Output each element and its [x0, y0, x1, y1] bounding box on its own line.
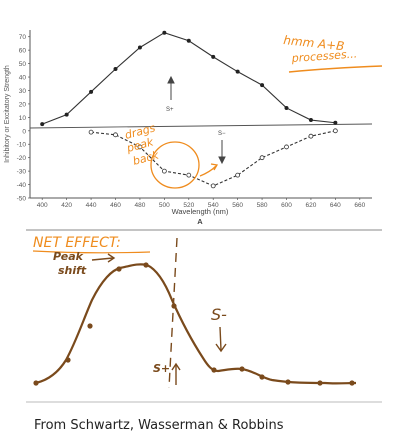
svg-text:processes...: processes... [290, 47, 357, 65]
x-tick-label: 600 [281, 202, 292, 209]
y-tick-label: -20 [17, 155, 27, 162]
s-minus-point [161, 168, 167, 174]
s-minus-point [137, 144, 143, 150]
x-tick-label: 400 [37, 202, 48, 209]
x-tick-label: 520 [183, 202, 194, 209]
s-plus-point [235, 69, 240, 74]
x-tick-label: 660 [354, 202, 365, 209]
x-tick-label: 500 [159, 202, 170, 209]
peak-shift-label-1: Peak [53, 250, 84, 263]
net-point [87, 323, 93, 329]
s-minus-arrow [218, 140, 226, 165]
x-tick-label: 420 [61, 202, 72, 209]
net-point [349, 380, 355, 386]
y-tick-label: 30 [19, 88, 27, 95]
s-minus-point [259, 155, 265, 161]
y-axis-label: Inhibitory or Excitatory Strength [4, 65, 11, 163]
y-tick-label: 10 [19, 115, 27, 122]
y-tick-label: 0 [22, 128, 26, 135]
s-plus-hand-arrow [171, 362, 181, 385]
figure-caption: From Schwartz, Wasserman & Robbins [34, 418, 284, 433]
s-plus-point [333, 120, 338, 125]
stimulus-dashed-line [168, 237, 178, 389]
y-tick-label: 60 [19, 48, 27, 55]
s-plus-arrow [167, 75, 175, 100]
y-tick-label: 50 [19, 61, 27, 68]
peak-shift-label-2: shift [58, 264, 87, 277]
x-tick-label: 640 [330, 202, 341, 209]
x-tick-label: 560 [232, 202, 243, 209]
orange-annotation-hmm: hmm A+B processes... [283, 33, 383, 73]
s-plus-point [260, 83, 265, 88]
net-point [33, 380, 39, 386]
svg-text:hmm A+B: hmm A+B [283, 33, 345, 53]
s-plus-point [284, 105, 289, 110]
y-tick-label: -50 [17, 196, 27, 203]
s-plus-point [186, 38, 191, 43]
s-plus-point [211, 54, 216, 59]
net-point [116, 266, 122, 272]
net-point [259, 374, 265, 380]
y-tick-label: -30 [17, 169, 27, 176]
series-layer [40, 30, 338, 189]
x-tick-label: 480 [134, 202, 145, 209]
s-minus-point [284, 144, 289, 150]
y-tick-label: 40 [19, 75, 27, 82]
zero-line [29, 123, 373, 129]
s-plus-chart-label: S+ [166, 107, 174, 113]
net-effect-curve [35, 263, 357, 385]
s-minus-point [235, 172, 241, 178]
net-point [211, 367, 217, 373]
net-effect-underline [32, 250, 151, 254]
x-tick-label: 460 [110, 202, 121, 209]
s-plus-label: S+ [153, 362, 170, 375]
net-point [171, 303, 177, 309]
x-tick-label: 540 [208, 202, 219, 209]
s-plus-point [89, 89, 94, 94]
s-plus-point [308, 118, 313, 123]
s-minus-point [308, 133, 314, 139]
s-minus-point [88, 129, 94, 135]
s-minus-label: S- [211, 305, 227, 324]
net-point [239, 366, 245, 372]
orange-annotation-drags: drags peak back [123, 121, 219, 189]
net-point [143, 262, 149, 268]
s-minus-point [210, 183, 216, 189]
panel-label: A [197, 217, 203, 226]
x-axis-label: Wavelength (nm) [172, 207, 229, 216]
s-minus-chart-label: S− [218, 131, 226, 137]
x-tick-label: 580 [257, 202, 268, 209]
net-effect-title: NET EFFECT: [33, 235, 121, 251]
x-tick-label: 440 [86, 202, 97, 209]
s-plus-point [162, 30, 167, 35]
s-plus-point [40, 122, 45, 127]
s-minus-point [332, 128, 338, 134]
y-tick-label: -40 [17, 182, 27, 189]
s-plus-point [64, 112, 69, 117]
net-effect-sketch: NET EFFECT: Peak shift S- [32, 235, 357, 389]
x-tick-label: 620 [305, 202, 316, 209]
s-plus-point [113, 66, 118, 71]
y-tick-label: 20 [19, 101, 27, 108]
y-tick-label: -10 [17, 142, 27, 149]
s-minus-point [113, 132, 118, 138]
net-point [317, 380, 323, 386]
s-minus-hand-arrow [215, 326, 227, 353]
net-point [285, 379, 291, 385]
y-tick-labels: 70 60 50 40 30 20 10 0 -10 -20 -30 -40 -50 [17, 34, 30, 203]
y-tick-label: 70 [19, 34, 27, 41]
peak-shift-arrow [91, 253, 116, 263]
generalization-chart: Inhibitory or Excitatory Strength 70 60 50… [4, 30, 383, 226]
s-plus-point [137, 45, 142, 50]
net-effect-points [33, 262, 355, 386]
net-point [65, 357, 71, 363]
s-minus-point [186, 172, 192, 178]
